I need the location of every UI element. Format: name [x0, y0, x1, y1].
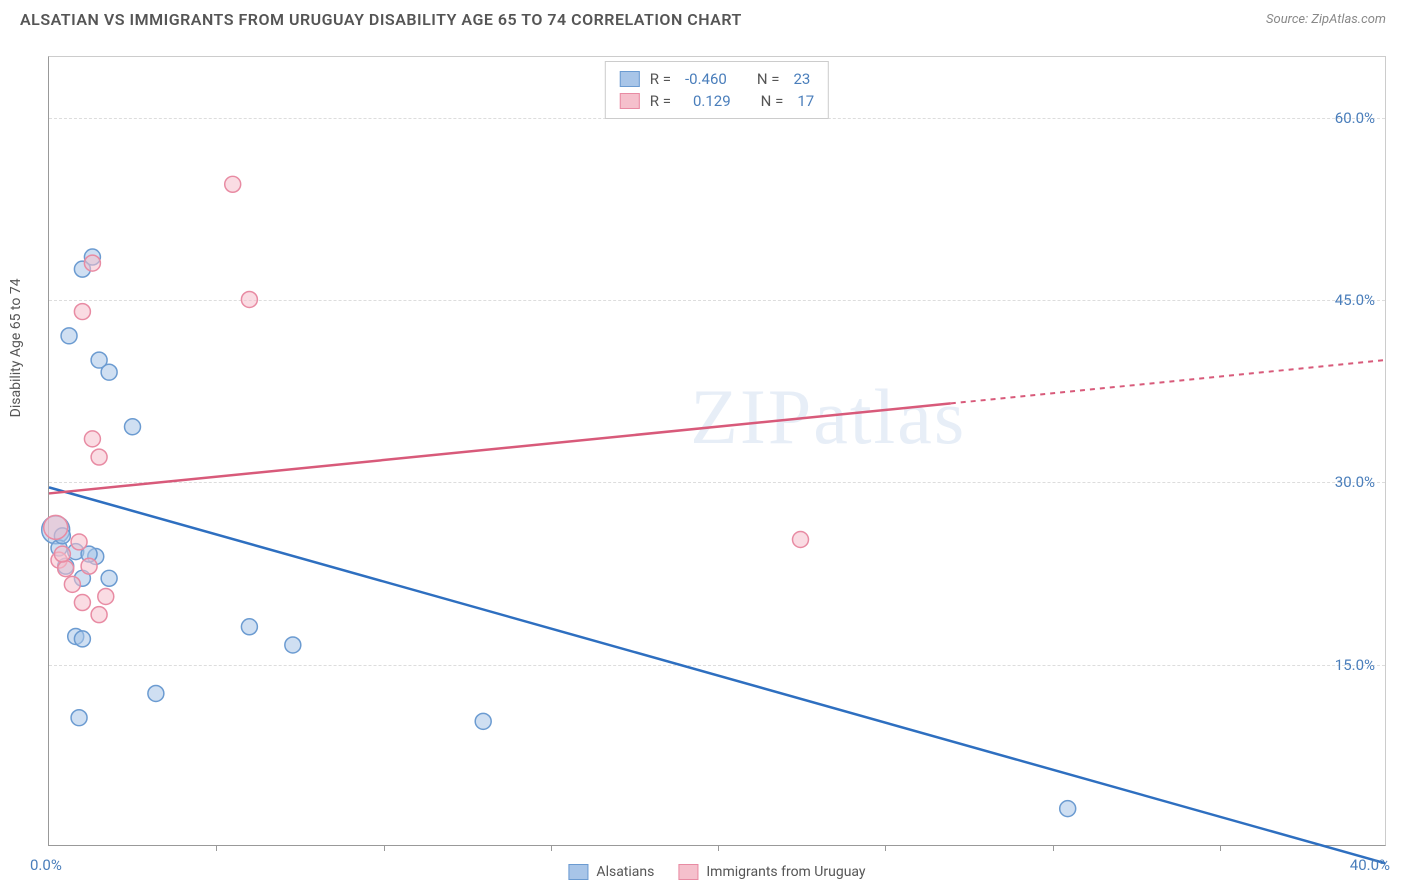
plot-area: ZIPatlas 15.0%30.0%45.0%60.0% R = -0.460… [48, 56, 1386, 846]
data-point-alsatians [101, 570, 117, 586]
data-point-alsatians [101, 364, 117, 380]
legend-swatch-alsatians [620, 71, 640, 87]
x-label-min: 0.0% [30, 856, 62, 874]
n-label-1: N = [757, 68, 780, 90]
legend-item-uruguay: Immigrants from Uruguay [678, 864, 865, 880]
data-point-uruguay [84, 431, 100, 447]
data-point-uruguay [74, 595, 90, 611]
legend-label-uruguay: Immigrants from Uruguay [706, 864, 865, 880]
data-point-alsatians [1060, 801, 1076, 817]
data-point-uruguay [58, 561, 74, 577]
data-point-alsatians [71, 710, 87, 726]
data-point-uruguay [64, 576, 80, 592]
data-point-uruguay [91, 449, 107, 465]
y-axis-title: Disability Age 65 to 74 [8, 278, 24, 417]
n-value-2: 17 [797, 90, 814, 112]
x-tick [718, 845, 719, 851]
legend-label-alsatians: Alsatians [596, 864, 654, 880]
data-point-uruguay [44, 515, 68, 539]
data-point-alsatians [475, 713, 491, 729]
r-label-2: R = [650, 90, 671, 112]
data-point-uruguay [91, 607, 107, 623]
chart-header: ALSATIAN VS IMMIGRANTS FROM URUGUAY DISA… [0, 0, 1406, 35]
data-point-uruguay [84, 255, 100, 271]
data-point-uruguay [241, 291, 257, 307]
chart-title: ALSATIAN VS IMMIGRANTS FROM URUGUAY DISA… [20, 10, 742, 29]
x-tick [885, 845, 886, 851]
r-label-1: R = [650, 68, 671, 90]
data-point-alsatians [61, 328, 77, 344]
r-value-2: 0.129 [693, 90, 731, 112]
legend-correlation-box: R = -0.460 N = 23 R = 0.129 N = 17 [605, 61, 829, 119]
x-tick [551, 845, 552, 851]
chart-container: Disability Age 65 to 74 ZIPatlas 15.0%30… [48, 56, 1386, 846]
legend-row-2: R = 0.129 N = 17 [620, 90, 814, 112]
legend-swatch-bottom-uruguay [678, 864, 698, 880]
n-label-2: N = [761, 90, 784, 112]
data-point-alsatians [125, 419, 141, 435]
n-value-1: 23 [793, 68, 810, 90]
x-label-max: 40.0% [1350, 856, 1390, 874]
data-point-uruguay [225, 176, 241, 192]
data-point-alsatians [241, 619, 257, 635]
data-point-alsatians [74, 631, 90, 647]
trend-line-dashed-uruguay [951, 360, 1385, 403]
data-point-alsatians [285, 637, 301, 653]
trend-line-uruguay [49, 403, 951, 493]
legend-swatch-uruguay [620, 93, 640, 109]
data-point-uruguay [98, 588, 114, 604]
x-tick [1220, 845, 1221, 851]
data-point-alsatians [148, 685, 164, 701]
x-tick [1053, 845, 1054, 851]
data-point-uruguay [81, 558, 97, 574]
data-point-uruguay [71, 534, 87, 550]
data-point-uruguay [793, 532, 809, 548]
x-tick [384, 845, 385, 851]
x-tick [216, 845, 217, 851]
legend-swatch-bottom-alsatians [568, 864, 588, 880]
legend-item-alsatians: Alsatians [568, 864, 654, 880]
data-point-uruguay [74, 304, 90, 320]
source-label: Source: ZipAtlas.com [1266, 12, 1386, 27]
legend-bottom: Alsatians Immigrants from Uruguay [568, 864, 865, 880]
r-value-1: -0.460 [685, 68, 727, 90]
plot-svg [49, 57, 1385, 845]
legend-row-1: R = -0.460 N = 23 [620, 68, 814, 90]
data-point-uruguay [54, 546, 70, 562]
trend-line-alsatians [49, 487, 1385, 863]
